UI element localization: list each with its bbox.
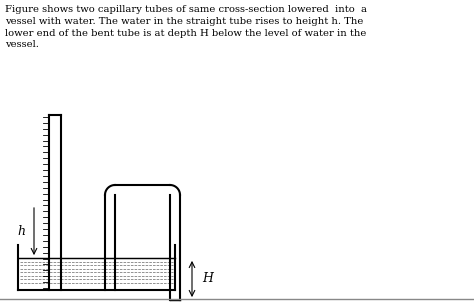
Text: Figure shows two capillary tubes of same cross-section lowered  into  a
vessel w: Figure shows two capillary tubes of same… xyxy=(5,5,367,49)
Text: h: h xyxy=(17,225,25,238)
Text: H: H xyxy=(202,272,213,285)
